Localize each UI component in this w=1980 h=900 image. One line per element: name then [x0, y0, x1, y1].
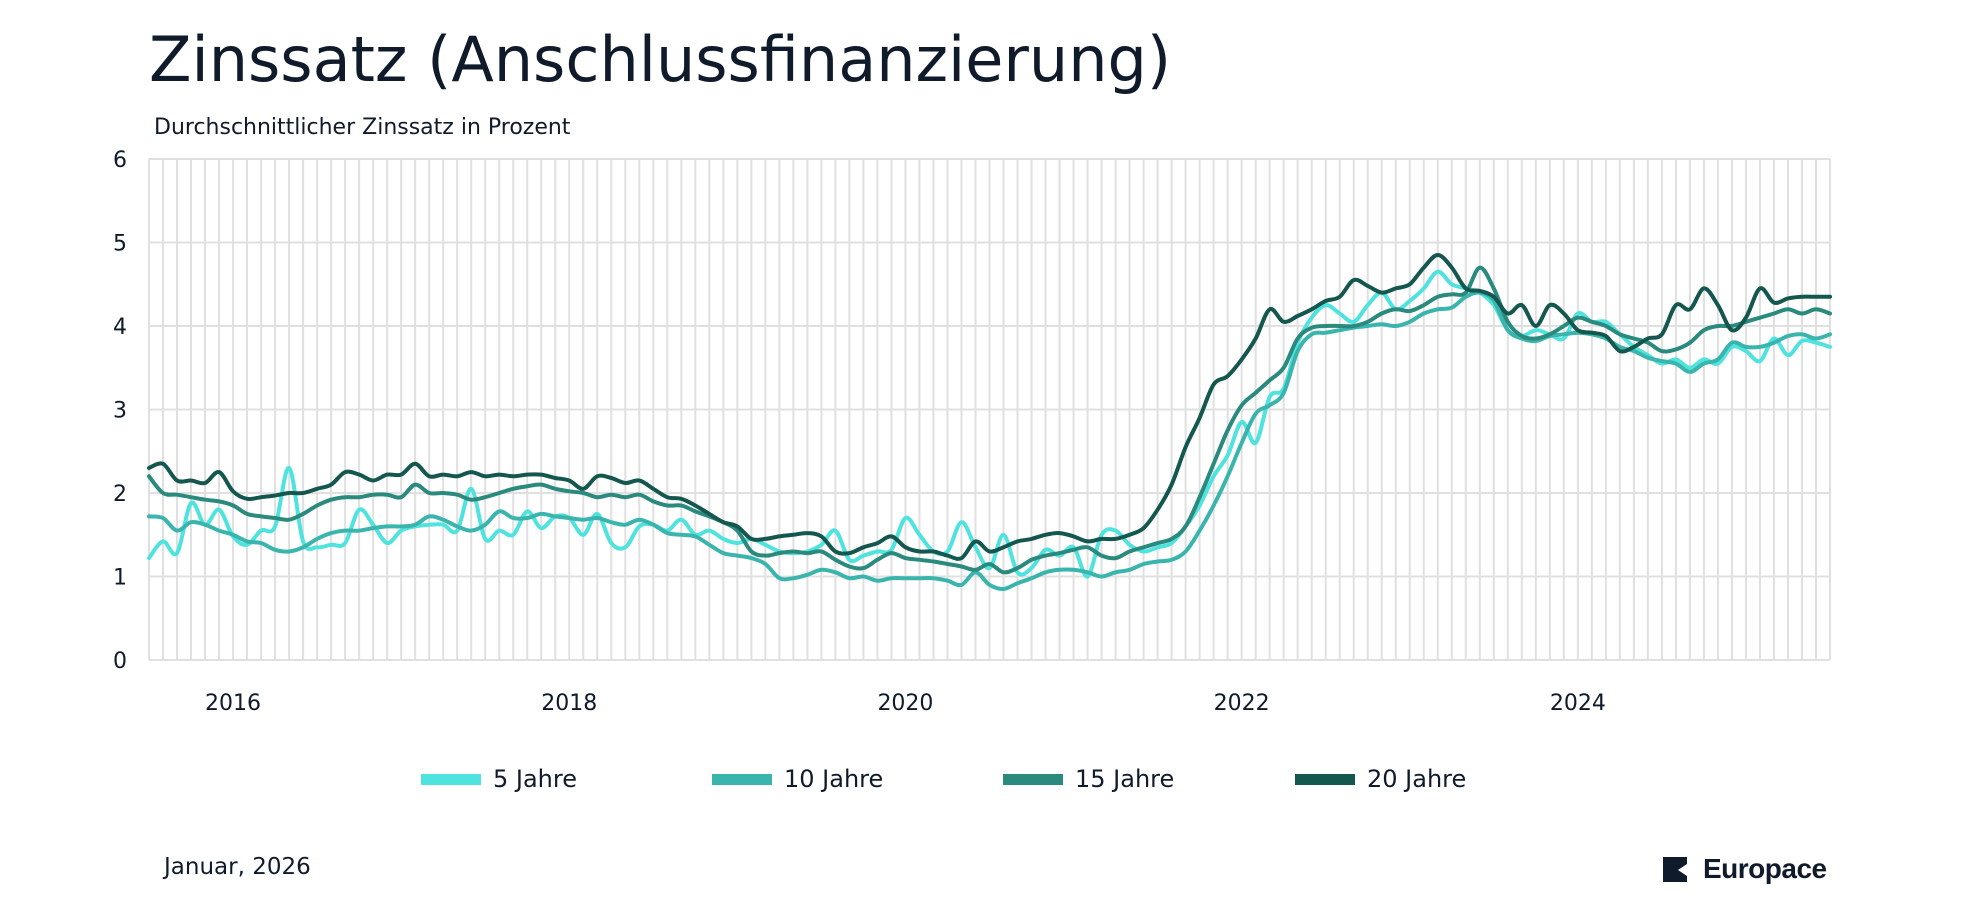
europace-logo: Europace: [1663, 852, 1827, 886]
y-tick-label: 3: [113, 399, 127, 424]
x-tick-label: 2020: [877, 691, 933, 716]
legend-item-15-jahre[interactable]: 15 Jahre: [1003, 763, 1174, 795]
legend-label: 15 Jahre: [1075, 765, 1175, 793]
y-tick-label: 0: [113, 649, 127, 674]
y-tick-label: 6: [113, 148, 127, 173]
y-axis-ticks: 0 1 2 3 4 5 6: [113, 148, 127, 674]
y-tick-label: 4: [113, 315, 127, 340]
legend-item-20-jahre[interactable]: 20 Jahre: [1295, 763, 1466, 795]
series-line-20-jahre: [147, 253, 1832, 561]
chart-legend: 5 Jahre 10 Jahre 15 Jahre 20 Jahre: [0, 763, 1980, 795]
legend-label: 10 Jahre: [784, 765, 884, 793]
legend-item-5-jahre[interactable]: 5 Jahre: [421, 763, 577, 795]
x-tick-label: 2018: [541, 691, 597, 716]
legend-label: 20 Jahre: [1367, 765, 1467, 793]
legend-swatch: [1003, 773, 1063, 785]
legend-swatch: [712, 773, 772, 785]
series-line-15-jahre: [147, 265, 1832, 575]
chart-subtitle: Durchschnittlicher Zinssatz in Prozent: [154, 115, 571, 140]
y-tick-label: 5: [113, 232, 127, 257]
y-tick-label: 2: [113, 482, 127, 507]
legend-swatch: [1295, 773, 1355, 785]
logo-text: Europace: [1703, 853, 1827, 884]
legend-label: 5 Jahre: [493, 765, 577, 793]
europace-logo-icon: [1663, 856, 1687, 882]
x-axis-ticks: 2016 2018 2020 2022 2024: [205, 691, 1606, 716]
x-tick-label: 2024: [1550, 691, 1606, 716]
legend-item-10-jahre[interactable]: 10 Jahre: [712, 763, 883, 795]
footer-date: Januar, 2026: [164, 854, 311, 880]
y-tick-label: 1: [113, 566, 127, 591]
chart-title: Zinssatz (Anschlussfinanzierung): [149, 23, 1172, 96]
series-lines: [147, 253, 1832, 592]
x-tick-label: 2016: [205, 691, 261, 716]
chart-grid: [148, 158, 1831, 661]
line-chart: 0 1 2 3 4 5 6 2016 2018 2020 2022 2024: [113, 148, 1832, 716]
legend-swatch: [421, 773, 481, 785]
x-tick-label: 2022: [1214, 691, 1270, 716]
